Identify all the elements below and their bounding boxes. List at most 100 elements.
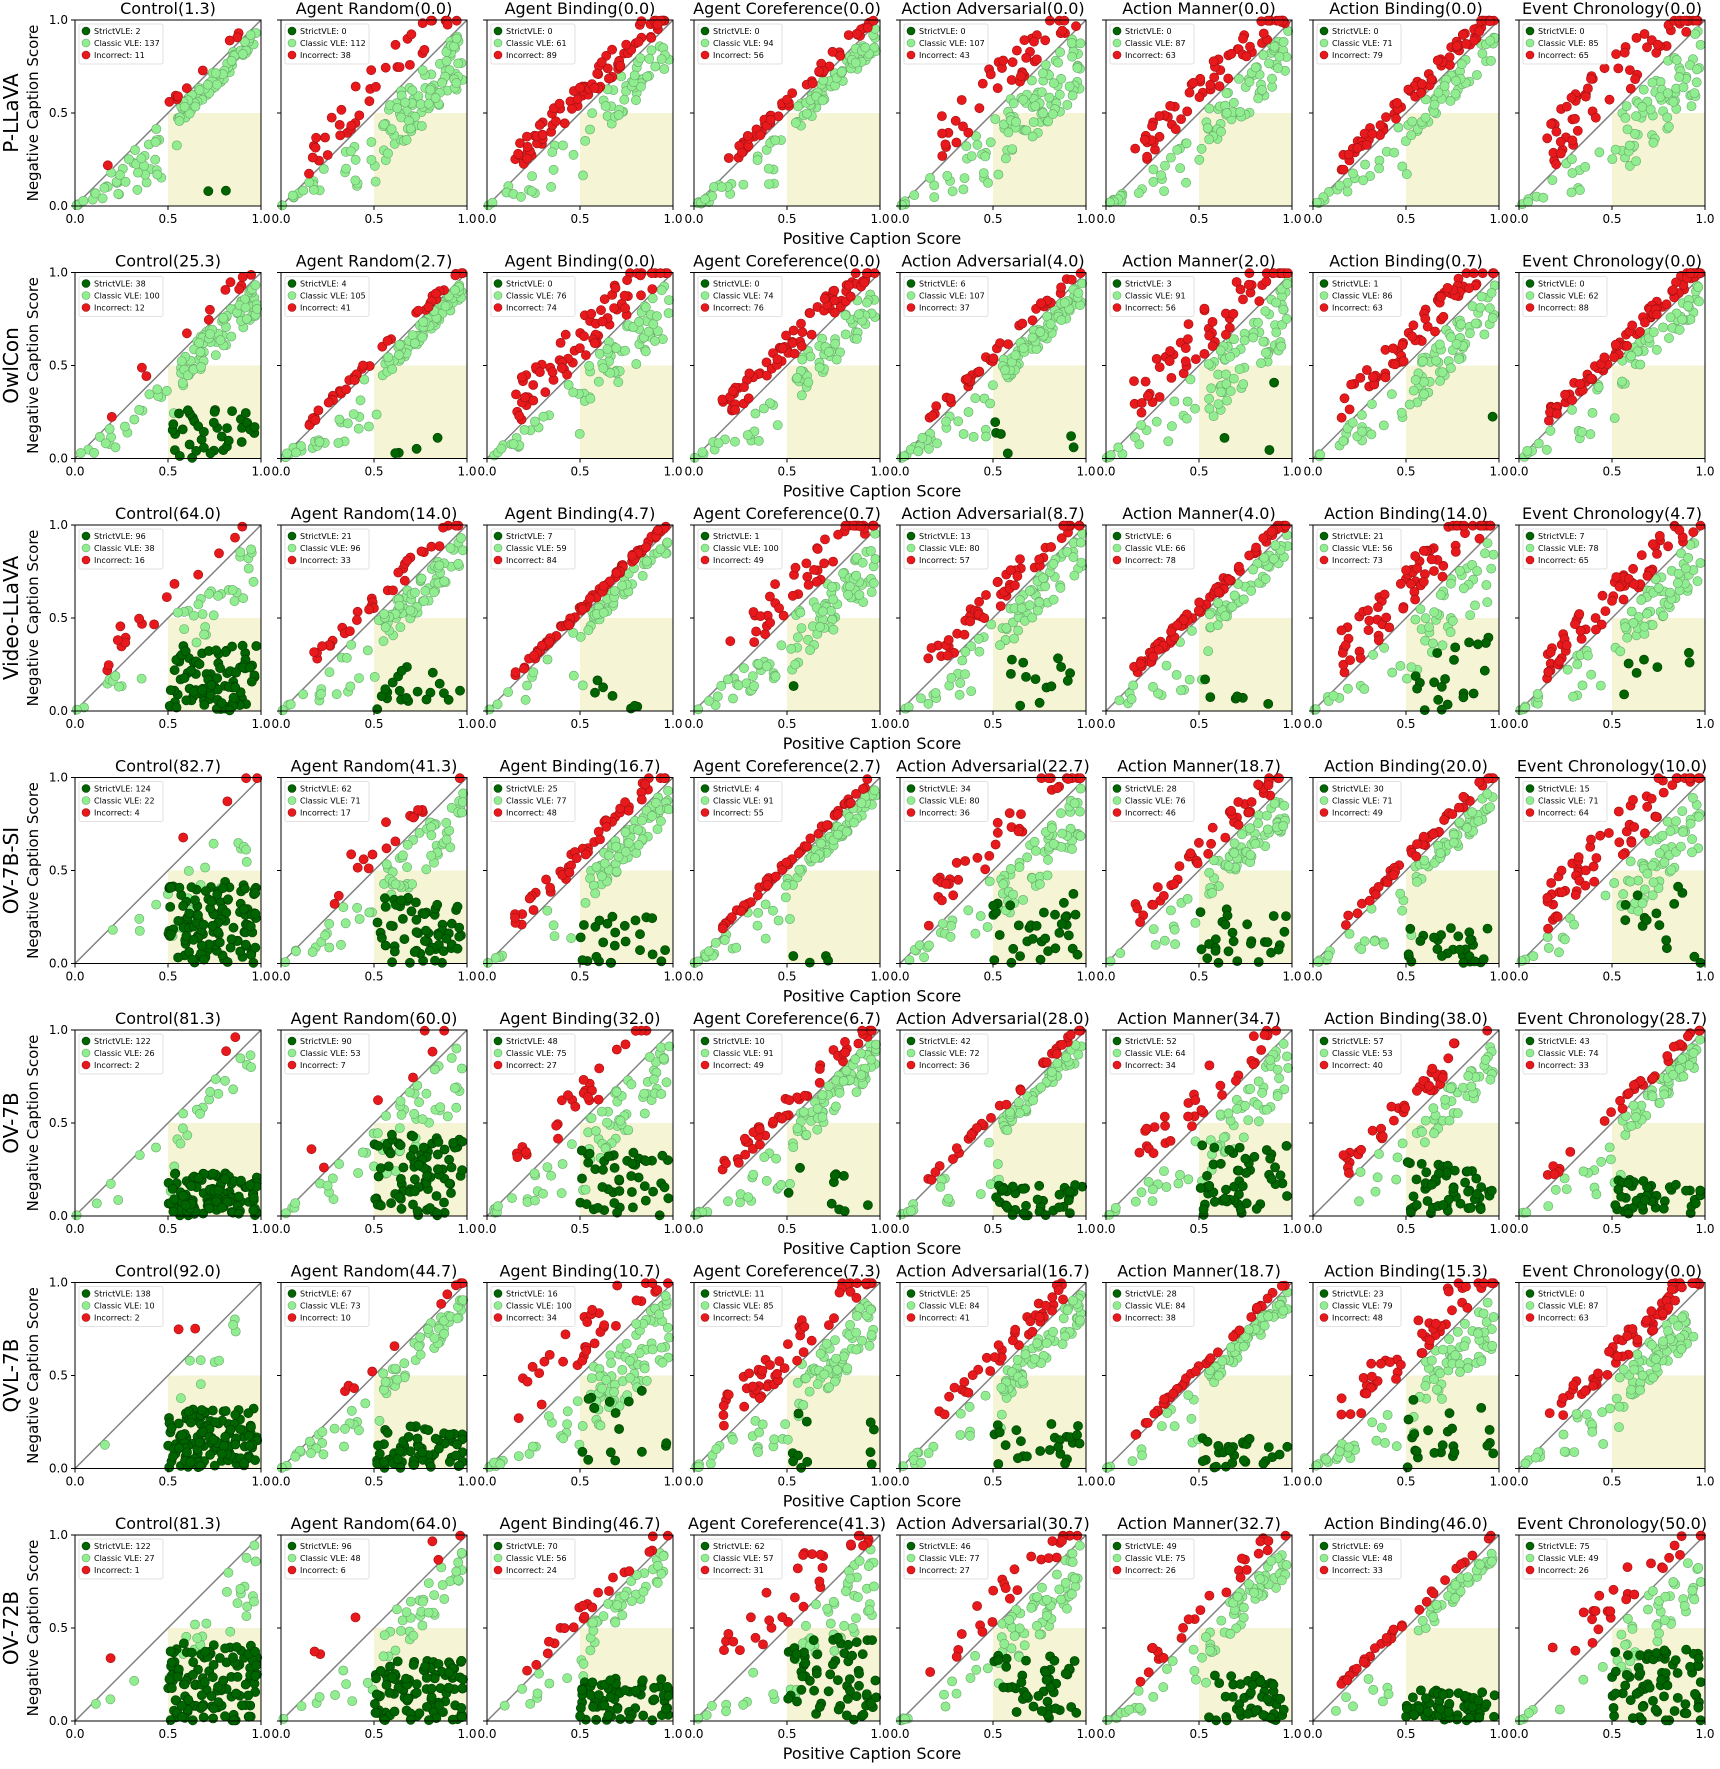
data-point-classic — [1538, 192, 1549, 203]
x-tick-label: 0.5 — [364, 212, 383, 226]
legend-marker — [81, 26, 91, 36]
data-point-incorrect — [1450, 547, 1461, 557]
data-point-incorrect — [413, 305, 424, 316]
data-point-incorrect — [1437, 571, 1448, 582]
legend-label: Incorrect: 56 — [1125, 304, 1176, 313]
x-tick-label: 0.0 — [477, 465, 496, 479]
data-point-classic — [1406, 130, 1417, 141]
data-point-incorrect — [510, 912, 520, 923]
data-point-strict — [630, 915, 641, 926]
data-point-incorrect — [529, 650, 539, 661]
legend-label: Incorrect: 12 — [94, 304, 145, 313]
data-point-classic — [1631, 111, 1641, 122]
data-point-classic — [870, 554, 881, 564]
x-tick-label: 0.0 — [890, 717, 909, 731]
data-point-classic — [1480, 548, 1490, 559]
data-point-incorrect — [1235, 284, 1246, 295]
data-point-classic — [434, 560, 445, 571]
data-point-strict — [1263, 699, 1274, 709]
data-point-classic — [930, 688, 941, 698]
data-point-strict — [434, 678, 445, 689]
data-point-incorrect — [974, 596, 984, 607]
data-point-incorrect — [958, 121, 968, 132]
legend-label: Classic VLE: 85 — [1538, 39, 1599, 48]
data-point-classic — [1454, 354, 1464, 365]
data-point-incorrect — [1555, 136, 1566, 147]
legend-marker — [1525, 50, 1535, 60]
data-point-incorrect — [1631, 33, 1642, 43]
data-point-incorrect — [214, 548, 224, 559]
data-point-classic — [631, 359, 642, 369]
data-point-incorrect — [1429, 566, 1439, 576]
data-point-classic — [763, 163, 774, 174]
data-point-strict — [1068, 442, 1079, 453]
data-point-classic — [241, 857, 252, 867]
data-point-strict — [411, 914, 422, 925]
data-point-classic — [1447, 615, 1458, 626]
data-point-classic — [1522, 445, 1533, 456]
legend-marker — [287, 808, 297, 817]
data-point-incorrect — [1628, 563, 1638, 574]
legend-marker — [493, 796, 503, 805]
data-point-strict — [424, 945, 435, 956]
data-point-classic — [1258, 50, 1269, 60]
data-point-classic — [1366, 429, 1377, 440]
data-point-incorrect — [598, 581, 609, 591]
data-point-incorrect — [540, 387, 551, 398]
data-point-classic — [456, 533, 466, 543]
data-point-classic — [280, 957, 291, 967]
data-point-incorrect — [845, 798, 856, 808]
data-point-incorrect — [992, 817, 1003, 828]
data-point-classic — [1064, 81, 1075, 92]
legend-label: StrictVLE: 38 — [94, 280, 146, 289]
data-point-classic — [719, 935, 730, 945]
data-point-strict — [990, 417, 1001, 427]
data-point-classic — [866, 587, 877, 597]
data-point-strict — [182, 405, 193, 416]
data-point-incorrect — [103, 660, 114, 670]
data-point-strict — [208, 417, 219, 428]
data-point-strict — [1021, 672, 1031, 682]
data-point-classic — [492, 699, 503, 710]
subplot-title: Event Chronology(4.7) — [1522, 504, 1702, 523]
data-point-incorrect — [1390, 359, 1400, 370]
data-point-classic — [909, 190, 920, 201]
data-point-classic — [1648, 137, 1659, 148]
data-point-classic — [590, 888, 601, 899]
data-point-incorrect — [771, 871, 781, 882]
data-point-strict — [207, 920, 218, 931]
data-point-incorrect — [586, 308, 597, 319]
data-point-classic — [194, 337, 205, 348]
x-tick-label: 1.0 — [1489, 465, 1508, 479]
legend-label: StrictVLE: 7 — [506, 532, 553, 541]
data-point-classic — [629, 70, 640, 81]
data-point-classic — [646, 45, 657, 56]
data-point-incorrect — [1244, 279, 1254, 290]
data-point-classic — [151, 899, 162, 910]
x-tick-label: 0.0 — [271, 717, 290, 731]
data-point-strict — [215, 663, 225, 674]
data-point-incorrect — [1059, 15, 1070, 26]
data-point-incorrect — [1172, 620, 1183, 631]
subplot-title: Agent Random(41.3) — [291, 757, 458, 776]
data-point-incorrect — [633, 36, 644, 47]
data-point-strict — [180, 646, 191, 657]
data-point-classic — [123, 154, 134, 165]
data-point-classic — [1348, 168, 1358, 179]
data-point-classic — [641, 556, 652, 567]
data-point-incorrect — [1561, 640, 1572, 650]
data-point-classic — [1203, 646, 1214, 656]
data-point-incorrect — [1397, 340, 1408, 350]
legend-label: StrictVLE: 0 — [713, 27, 760, 36]
data-point-classic — [750, 408, 761, 419]
data-point-strict — [1631, 668, 1642, 678]
data-point-classic — [1271, 297, 1281, 308]
data-point-strict — [427, 667, 438, 678]
data-point-strict — [387, 957, 397, 968]
data-point-incorrect — [585, 593, 595, 604]
legend-label: Incorrect: 17 — [300, 809, 351, 818]
data-point-classic — [1024, 585, 1035, 596]
